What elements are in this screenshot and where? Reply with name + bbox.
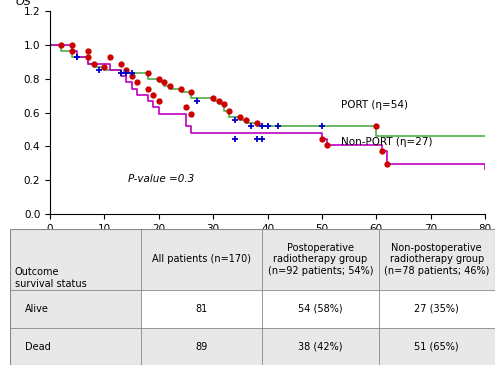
Text: 38 (42%): 38 (42%) (298, 342, 343, 352)
Text: Non-postoperative
radiotherapy group
(n=78 patients; 46%): Non-postoperative radiotherapy group (n=… (384, 243, 490, 276)
Bar (141, 328, 495, 365)
Text: Outcome
survival status: Outcome survival status (15, 267, 86, 289)
X-axis label: Duration in months: Duration in months (207, 239, 328, 249)
Text: Postoperative
radiotherapy group
(n=92 patients; 54%): Postoperative radiotherapy group (n=92 p… (268, 243, 373, 276)
Text: 54 (58%): 54 (58%) (298, 304, 343, 314)
Text: Dead: Dead (24, 342, 50, 352)
Y-axis label: OS: OS (16, 0, 32, 7)
Text: PORT (η=54): PORT (η=54) (342, 100, 408, 110)
Text: P-value =0.3: P-value =0.3 (128, 173, 194, 184)
Text: Alive: Alive (24, 304, 48, 314)
Text: 51 (65%): 51 (65%) (414, 342, 459, 352)
Text: 27 (35%): 27 (35%) (414, 304, 459, 314)
Bar (141, 290, 495, 328)
Text: 89: 89 (196, 342, 207, 352)
Text: Non-PORT (η=27): Non-PORT (η=27) (342, 137, 433, 147)
Text: All patients (n=170): All patients (n=170) (152, 255, 251, 265)
Text: 81: 81 (196, 304, 207, 314)
